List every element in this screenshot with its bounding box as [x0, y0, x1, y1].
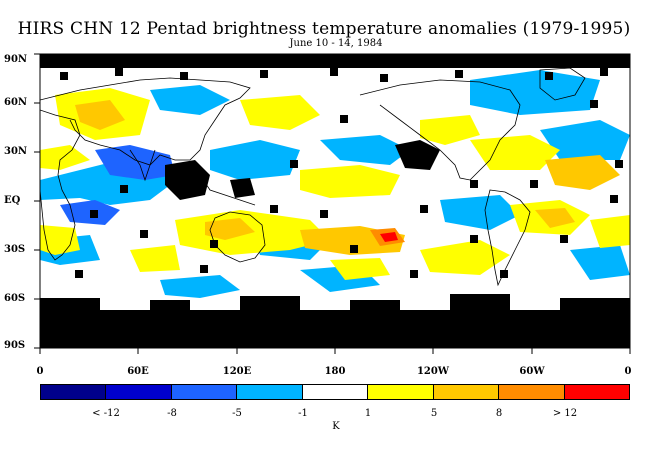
legend-swatch	[564, 385, 629, 399]
legend-swatch	[302, 385, 369, 399]
legend-label: 1	[364, 408, 372, 419]
lon-label-180: 180	[324, 366, 346, 377]
lat-label-30s: 30S	[4, 244, 26, 255]
legend-label: < -12	[92, 408, 120, 419]
legend-label: -1	[298, 408, 308, 419]
legend-units: K	[332, 421, 340, 432]
legend-swatch	[499, 385, 565, 399]
anomaly-field	[40, 70, 630, 298]
legend-label: 8	[495, 408, 503, 419]
legend-label: -5	[232, 408, 242, 419]
legend-swatch	[41, 385, 107, 399]
legend-swatch	[433, 385, 500, 399]
legend-swatch	[368, 385, 434, 399]
lon-label-0: 0	[36, 366, 44, 377]
axis-ticks	[34, 53, 631, 354]
date-subtitle: June 10 - 14, 1984	[289, 38, 383, 49]
legend-swatch	[171, 385, 238, 399]
missing-data	[40, 54, 630, 348]
legend-swatch	[106, 385, 172, 399]
coastlines	[40, 67, 630, 319]
lat-label-90s: 90S	[4, 340, 26, 351]
legend-swatch	[237, 385, 303, 399]
lat-label-60n: 60N	[4, 97, 28, 108]
lon-label-0-east: 0	[624, 366, 632, 377]
lat-label-90n: 90N	[4, 54, 28, 65]
legend-label: -8	[167, 408, 177, 419]
lon-label-120w: 120W	[416, 366, 450, 377]
lat-label-60s: 60S	[4, 293, 26, 304]
lon-label-60e: 60E	[127, 366, 149, 377]
lat-label-eq: EQ	[4, 195, 21, 206]
lon-label-120e: 120E	[222, 366, 252, 377]
color-legend-bar	[40, 384, 630, 400]
lon-label-60w: 60W	[519, 366, 545, 377]
lat-label-30n: 30N	[4, 146, 28, 157]
page-title: HIRS CHN 12 Pentad brightness temperatur…	[17, 19, 631, 39]
legend-label: > 12	[552, 408, 578, 419]
legend-label: 5	[430, 408, 438, 419]
